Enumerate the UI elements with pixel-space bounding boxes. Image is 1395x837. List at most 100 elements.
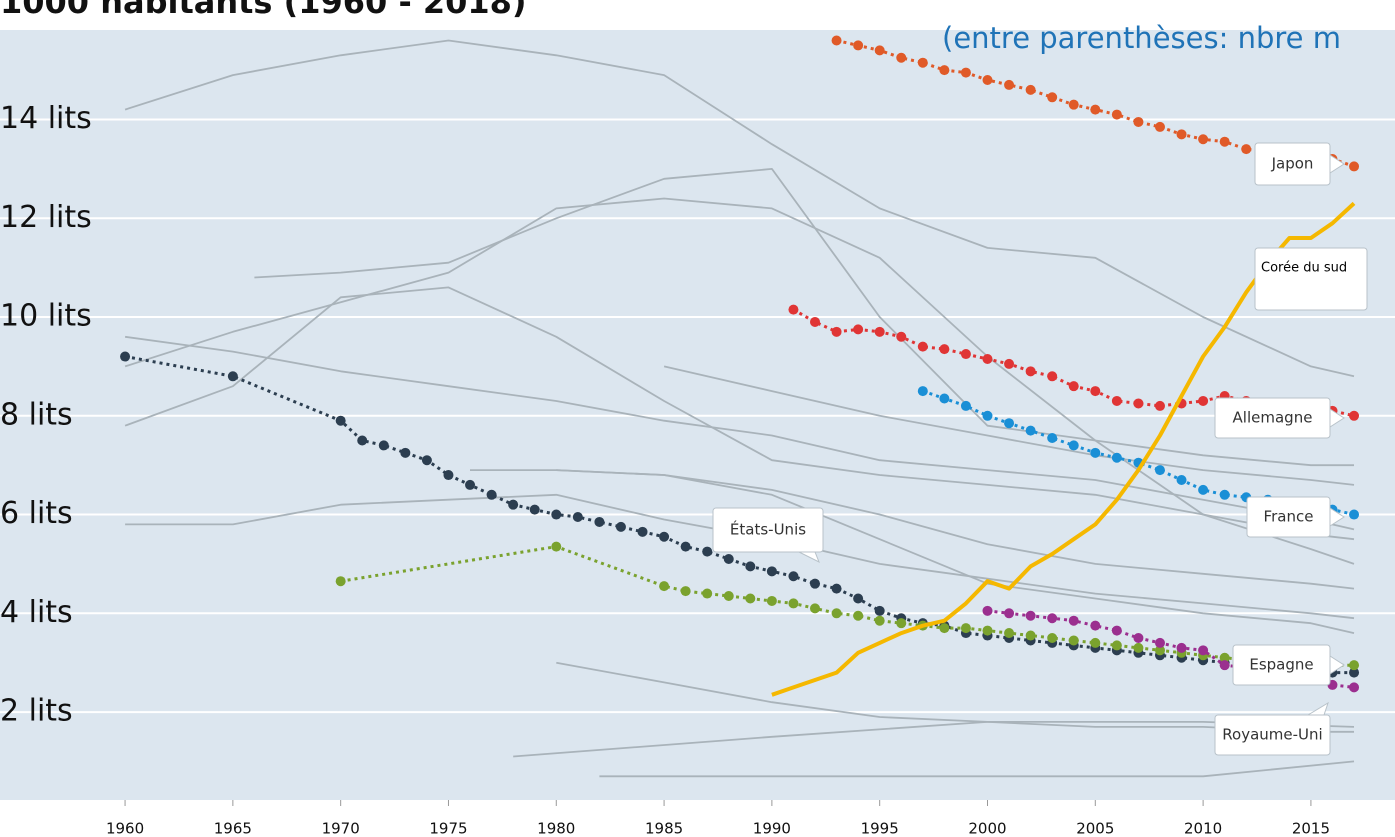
point [680, 541, 691, 552]
background-line [599, 760, 1355, 778]
point [960, 67, 971, 78]
series-label: Japon [1271, 155, 1314, 173]
point [1047, 613, 1058, 624]
y-tick-label: 14 lits [0, 101, 92, 136]
point [1349, 660, 1360, 671]
point [508, 499, 519, 510]
y-tick-label: 8 lits [0, 397, 73, 432]
point [1219, 489, 1230, 500]
point [1154, 400, 1165, 411]
point [335, 576, 346, 587]
point [1025, 610, 1036, 621]
point [1068, 99, 1079, 110]
point [874, 605, 885, 616]
point [1111, 452, 1122, 463]
point [357, 435, 368, 446]
point [982, 625, 993, 636]
x-tick-label: 1985 [645, 820, 683, 837]
point [853, 593, 864, 604]
label-box [1254, 247, 1368, 311]
point [1349, 161, 1360, 172]
x-tick-label: 2015 [1292, 820, 1330, 837]
point [702, 588, 713, 599]
point [831, 35, 842, 46]
point [874, 615, 885, 626]
point [551, 541, 562, 552]
point [702, 546, 713, 557]
point [1176, 474, 1187, 485]
y-tick-label: 12 lits [0, 200, 92, 235]
point [1349, 410, 1360, 421]
point [335, 415, 346, 426]
point [1025, 425, 1036, 436]
point [120, 351, 131, 362]
point [723, 591, 734, 602]
x-tick-label: 1975 [429, 820, 467, 837]
point [939, 344, 950, 355]
point [874, 45, 885, 56]
y-tick-label: 10 lits [0, 299, 92, 334]
point [1349, 682, 1360, 693]
point [853, 324, 864, 335]
point [810, 316, 821, 327]
point [486, 489, 497, 500]
point [1198, 134, 1209, 145]
point [853, 610, 864, 621]
label-pointer [1329, 507, 1345, 527]
point [1133, 398, 1144, 409]
point [1004, 628, 1015, 639]
series-label: France [1264, 508, 1314, 526]
point [659, 531, 670, 542]
point [1111, 395, 1122, 406]
point [1176, 129, 1187, 140]
point [1025, 366, 1036, 377]
point [1090, 104, 1101, 115]
point [1349, 509, 1360, 520]
background-line [124, 197, 1355, 565]
point [1068, 635, 1079, 646]
point [1219, 660, 1230, 671]
point [1068, 440, 1079, 451]
point [551, 509, 562, 520]
background-line [556, 469, 1355, 590]
point [1111, 625, 1122, 636]
point [1004, 358, 1015, 369]
point [1025, 630, 1036, 641]
point [745, 561, 756, 572]
x-tick-label: 1990 [753, 820, 791, 837]
point [1349, 667, 1360, 678]
background-line [663, 365, 1355, 486]
point [1090, 637, 1101, 648]
point [939, 393, 950, 404]
point [917, 341, 928, 352]
point [659, 581, 670, 592]
point [1047, 92, 1058, 103]
point [572, 512, 583, 523]
x-tick-label: 1960 [106, 820, 144, 837]
x-tick-label: 1995 [861, 820, 899, 837]
point [615, 521, 626, 532]
series-label: Royaume-Uni [1222, 726, 1322, 744]
point [1047, 632, 1058, 643]
label-pointer [798, 551, 820, 564]
point [1133, 632, 1144, 643]
background-line [124, 39, 1355, 378]
point [1068, 381, 1079, 392]
point [1154, 637, 1165, 648]
point [1090, 386, 1101, 397]
point [443, 470, 454, 481]
point [1154, 465, 1165, 476]
point [1004, 608, 1015, 619]
series-label: États-Unis [730, 520, 806, 539]
background-line [470, 469, 1355, 634]
point [1111, 109, 1122, 120]
x-tick-label: 1965 [214, 820, 252, 837]
point [810, 578, 821, 589]
point [1176, 642, 1187, 653]
point [982, 74, 993, 85]
point [917, 57, 928, 68]
point [896, 52, 907, 63]
background-line [254, 168, 1354, 467]
point [1004, 418, 1015, 429]
point [874, 326, 885, 337]
